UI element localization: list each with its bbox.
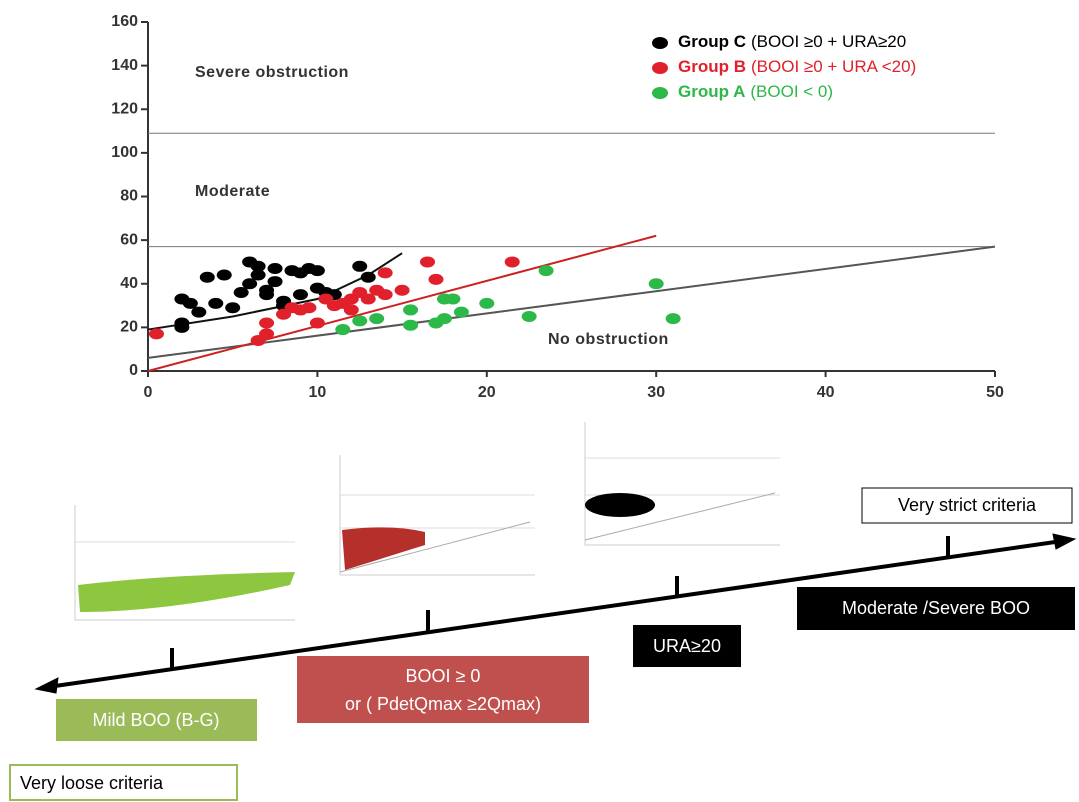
legend-entry: Group B (BOOI ≥0 + URA <20)	[678, 57, 916, 76]
point	[301, 302, 316, 313]
label: Very loose criteria	[20, 773, 164, 793]
label: Moderate /Severe BOO	[842, 598, 1030, 618]
figure: Very strict criteria Moderate /Severe BO…	[0, 0, 1079, 802]
point	[352, 315, 367, 326]
point	[174, 322, 189, 333]
point	[352, 261, 367, 272]
point	[335, 324, 350, 335]
legend-description: (BOOI < 0)	[750, 82, 833, 101]
point	[522, 311, 537, 322]
y-tick-label: 100	[111, 144, 138, 161]
label: or ( PdetQmax ≥2Qmax)	[345, 694, 541, 714]
label: Mild BOO (B-G)	[92, 710, 219, 730]
scatter-chart: 0 20 40 60 80 100 120 140 160 0 10 20 30 40 50 Severe o…	[111, 13, 1004, 401]
label: Very strict criteria	[898, 495, 1037, 515]
point	[361, 272, 376, 283]
point	[403, 304, 418, 315]
point	[310, 265, 325, 276]
label: URA≥20	[653, 636, 721, 656]
point	[428, 274, 443, 285]
legend-marker	[652, 37, 668, 49]
point	[428, 318, 443, 329]
thumbnail-green	[75, 505, 295, 620]
point	[395, 285, 410, 296]
point	[318, 294, 333, 305]
legend-entry: Group C (BOOI ≥0 + URA≥20	[678, 32, 906, 51]
point	[378, 267, 393, 278]
zone-label: Severe obstruction	[195, 64, 349, 81]
x-tick-label: 10	[309, 384, 327, 401]
thumbnail-black	[585, 422, 780, 545]
x-tick-label: 20	[478, 384, 496, 401]
point	[378, 289, 393, 300]
zone-label: No obstruction	[548, 331, 669, 348]
y-tick-label: 120	[111, 100, 138, 117]
point	[445, 294, 460, 305]
legend-name: Group B	[678, 57, 746, 76]
point	[225, 302, 240, 313]
y-tick-label: 80	[120, 188, 138, 205]
x-tick-label: 40	[817, 384, 835, 401]
point	[649, 278, 664, 289]
point	[539, 265, 554, 276]
point	[293, 289, 308, 300]
x-tick-label: 30	[647, 384, 665, 401]
zone-label: Moderate	[195, 183, 270, 200]
point	[479, 298, 494, 309]
point	[268, 263, 283, 274]
label: BOOI ≥ 0	[406, 666, 481, 686]
point	[403, 320, 418, 331]
point	[191, 307, 206, 318]
point	[420, 256, 435, 267]
legend-marker	[652, 87, 668, 99]
legend-marker	[652, 62, 668, 74]
y-tick-label: 60	[120, 231, 138, 248]
y-tick-label: 40	[120, 275, 138, 292]
y-tick-label: 20	[120, 319, 138, 336]
point	[369, 313, 384, 324]
point	[344, 304, 359, 315]
legend-description: (BOOI ≥0 + URA <20)	[751, 57, 916, 76]
point	[259, 328, 274, 339]
x-tick-label: 50	[986, 384, 1004, 401]
legend-name: Group A	[678, 82, 745, 101]
y-tick-label: 160	[111, 13, 138, 30]
point	[200, 272, 215, 283]
x-tick-label: 0	[144, 384, 153, 401]
point	[208, 298, 223, 309]
fit-line	[148, 236, 656, 371]
legend-entry: Group A (BOOI < 0)	[678, 82, 833, 101]
y-tick-label: 140	[111, 57, 138, 74]
point	[217, 270, 232, 281]
legend-description: (BOOI ≥0 + URA≥20	[751, 32, 906, 51]
point	[666, 313, 681, 324]
point	[259, 318, 274, 329]
point	[259, 289, 274, 300]
y-tick-label: 0	[129, 362, 138, 379]
point	[251, 270, 266, 281]
point	[454, 307, 469, 318]
legend-name: Group C	[678, 32, 746, 51]
point	[505, 256, 520, 267]
point	[310, 318, 325, 329]
point	[149, 328, 164, 339]
point	[234, 287, 249, 298]
point	[344, 294, 359, 305]
point	[268, 276, 283, 287]
thumbnail-red	[340, 455, 535, 575]
